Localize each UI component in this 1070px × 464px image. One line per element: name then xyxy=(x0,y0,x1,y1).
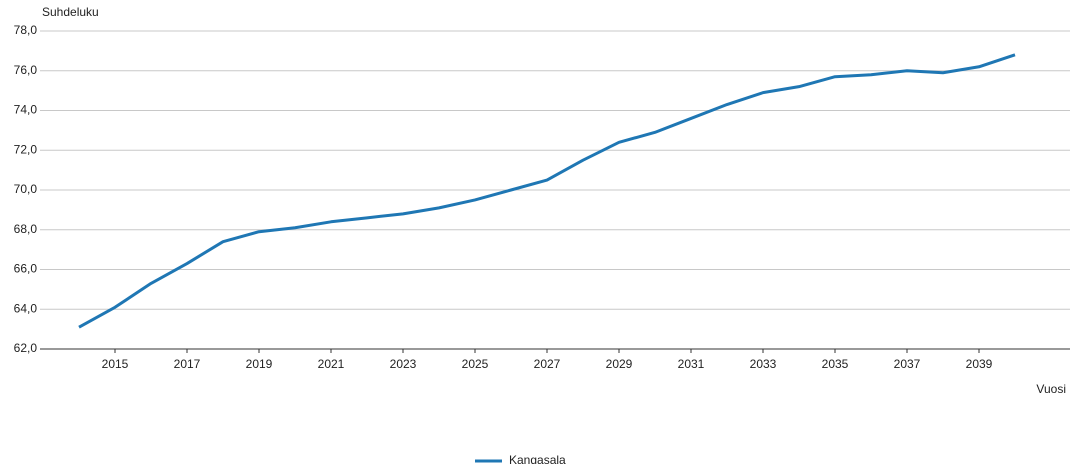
x-tick-label: 2021 xyxy=(318,357,345,371)
x-tick-label: 2017 xyxy=(174,357,201,371)
y-axis-label: Suhdeluku xyxy=(42,5,99,19)
y-tick-label: 78,0 xyxy=(14,23,38,37)
y-tick-label: 62,0 xyxy=(14,341,38,355)
y-tick-label: 72,0 xyxy=(14,142,38,156)
x-axis-label: Vuosi xyxy=(1036,382,1066,396)
x-tick-label: 2023 xyxy=(390,357,417,371)
x-tick-label: 2015 xyxy=(102,357,129,371)
x-tick-label: 2039 xyxy=(966,357,993,371)
x-tick-label: 2029 xyxy=(606,357,633,371)
x-tick-label: 2025 xyxy=(462,357,489,371)
x-tick-label: 2033 xyxy=(750,357,777,371)
x-tick-label: 2031 xyxy=(678,357,705,371)
y-tick-label: 68,0 xyxy=(14,222,38,236)
y-tick-label: 74,0 xyxy=(14,103,38,117)
y-tick-label: 76,0 xyxy=(14,63,38,77)
y-tick-label: 66,0 xyxy=(14,262,38,276)
y-tick-label: 64,0 xyxy=(14,301,38,315)
x-tick-label: 2027 xyxy=(534,357,561,371)
y-tick-label: 70,0 xyxy=(14,182,38,196)
data-line xyxy=(78,53,1016,329)
x-tick-label: 2037 xyxy=(894,357,921,371)
x-tick-label: 2019 xyxy=(246,357,273,371)
legend-label: Kangasala xyxy=(509,453,566,464)
x-tick-label: 2035 xyxy=(822,357,849,371)
